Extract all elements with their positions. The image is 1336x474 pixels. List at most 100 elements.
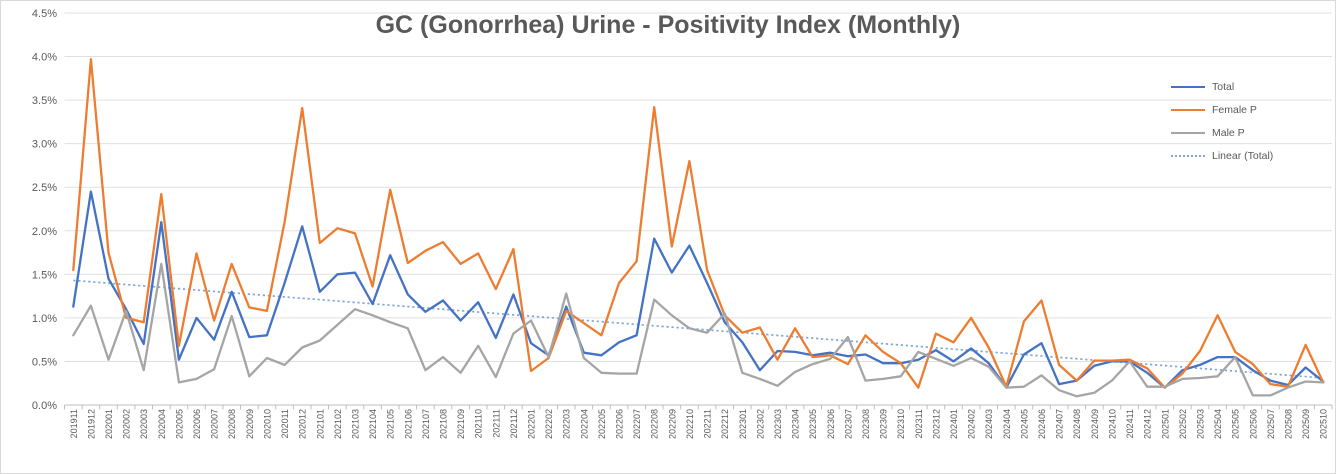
svg-text:202004: 202004 [157, 409, 167, 439]
svg-text:0.0%: 0.0% [32, 400, 57, 412]
svg-text:202505: 202505 [1231, 409, 1241, 439]
svg-text:202312: 202312 [931, 409, 941, 439]
svg-text:202006: 202006 [192, 409, 202, 439]
legend-item-total: Total [1171, 75, 1331, 98]
svg-text:202001: 202001 [104, 409, 114, 439]
svg-text:202012: 202012 [298, 409, 308, 439]
x-axis-labels: 201911 201912 202001 202002 202003 202004 2020… [69, 409, 1329, 439]
svg-text:202306: 202306 [826, 409, 836, 439]
svg-text:202404: 202404 [1002, 409, 1012, 439]
svg-text:202302: 202302 [755, 409, 765, 439]
svg-text:202510: 202510 [1319, 409, 1329, 439]
svg-text:202112: 202112 [509, 409, 519, 438]
series-line-female-p [72, 58, 1325, 389]
trend-line-linear-total [73, 279, 1324, 379]
svg-text:202506: 202506 [1248, 409, 1258, 439]
svg-text:202209: 202209 [667, 409, 677, 439]
svg-text:202009: 202009 [245, 409, 255, 439]
legend-label: Male P [1212, 126, 1245, 139]
svg-text:4.5%: 4.5% [32, 8, 57, 20]
svg-text:202212: 202212 [720, 409, 730, 439]
svg-text:202002: 202002 [122, 409, 132, 439]
svg-text:202409: 202409 [1090, 409, 1100, 439]
svg-text:202408: 202408 [1072, 409, 1082, 439]
svg-text:3.5%: 3.5% [32, 95, 57, 107]
series-line-male-p [72, 262, 1325, 398]
svg-text:202205: 202205 [597, 409, 607, 439]
legend-label: Female P [1212, 103, 1257, 116]
svg-text:202502: 202502 [1178, 409, 1188, 439]
svg-text:202304: 202304 [791, 409, 801, 439]
legend-item-male-p: Male P [1171, 121, 1331, 144]
svg-text:202403: 202403 [984, 409, 994, 439]
svg-text:202504: 202504 [1213, 409, 1223, 439]
series-lines [72, 58, 1325, 398]
svg-text:202207: 202207 [632, 409, 642, 439]
svg-text:202411: 202411 [1125, 409, 1135, 438]
svg-text:202102: 202102 [333, 409, 343, 439]
total-line-swatch [1171, 85, 1205, 88]
svg-text:1.5%: 1.5% [32, 269, 57, 281]
svg-text:202106: 202106 [403, 409, 413, 439]
svg-text:202210: 202210 [685, 409, 695, 439]
svg-text:202007: 202007 [210, 409, 220, 439]
chart-title: GC (Gonorrhea) Urine - Positivity Index … [375, 11, 961, 39]
svg-text:202206: 202206 [615, 409, 625, 439]
y-axis-labels: 0.0% 0.5% 1.0% 1.5% 2.0% 2.5% 3.0% 3.5% 4.0% 4.5% [32, 8, 57, 412]
svg-text:2.5%: 2.5% [32, 182, 57, 194]
svg-text:202003: 202003 [139, 409, 149, 439]
svg-text:202401: 202401 [949, 409, 959, 439]
svg-text:202110: 202110 [474, 409, 484, 438]
svg-text:202008: 202008 [227, 409, 237, 439]
svg-text:202303: 202303 [773, 409, 783, 439]
svg-text:202507: 202507 [1266, 409, 1276, 439]
svg-text:202208: 202208 [650, 409, 660, 439]
female-p-line-swatch [1171, 108, 1205, 111]
svg-text:202211: 202211 [703, 409, 713, 438]
svg-text:202501: 202501 [1160, 409, 1170, 439]
svg-text:202405: 202405 [1019, 409, 1029, 439]
svg-text:202309: 202309 [879, 409, 889, 439]
svg-text:202109: 202109 [456, 409, 466, 439]
legend-label: Linear (Total) [1212, 149, 1274, 162]
svg-text:202101: 202101 [315, 409, 325, 439]
svg-text:202108: 202108 [438, 409, 448, 439]
svg-text:3.0%: 3.0% [32, 139, 57, 151]
legend-item-linear-total: Linear (Total) [1171, 144, 1331, 167]
svg-text:2.0%: 2.0% [32, 226, 57, 238]
svg-text:202111: 202111 [491, 409, 501, 438]
x-axis-ticks [64, 405, 1333, 410]
svg-text:201911: 201911 [69, 409, 79, 438]
legend: Total Female P Male P Linear (Total) [1171, 75, 1331, 167]
svg-text:202311: 202311 [914, 409, 924, 438]
svg-text:0.5%: 0.5% [32, 356, 57, 368]
svg-text:202202: 202202 [544, 409, 554, 439]
svg-text:202407: 202407 [1055, 409, 1065, 439]
svg-text:202103: 202103 [350, 409, 360, 439]
linear-total-line-swatch [1171, 154, 1205, 157]
svg-text:201912: 201912 [86, 409, 96, 439]
svg-text:4.0%: 4.0% [32, 52, 57, 64]
svg-text:1.0%: 1.0% [32, 313, 57, 325]
svg-text:202508: 202508 [1283, 409, 1293, 439]
svg-text:202307: 202307 [843, 409, 853, 439]
svg-text:202203: 202203 [562, 409, 572, 439]
svg-text:202410: 202410 [1107, 409, 1117, 439]
svg-text:202201: 202201 [527, 409, 537, 439]
svg-text:202412: 202412 [1143, 409, 1153, 439]
svg-text:202010: 202010 [262, 409, 272, 439]
svg-text:202503: 202503 [1195, 409, 1205, 439]
svg-text:202011: 202011 [280, 409, 290, 438]
svg-text:202308: 202308 [861, 409, 871, 439]
svg-text:202402: 202402 [967, 409, 977, 439]
svg-text:202310: 202310 [896, 409, 906, 439]
svg-text:202301: 202301 [738, 409, 748, 439]
svg-text:202305: 202305 [808, 409, 818, 439]
svg-text:202104: 202104 [368, 409, 378, 439]
svg-text:202107: 202107 [421, 409, 431, 439]
male-p-line-swatch [1171, 131, 1205, 134]
svg-text:202406: 202406 [1037, 409, 1047, 439]
svg-text:202509: 202509 [1301, 409, 1311, 439]
